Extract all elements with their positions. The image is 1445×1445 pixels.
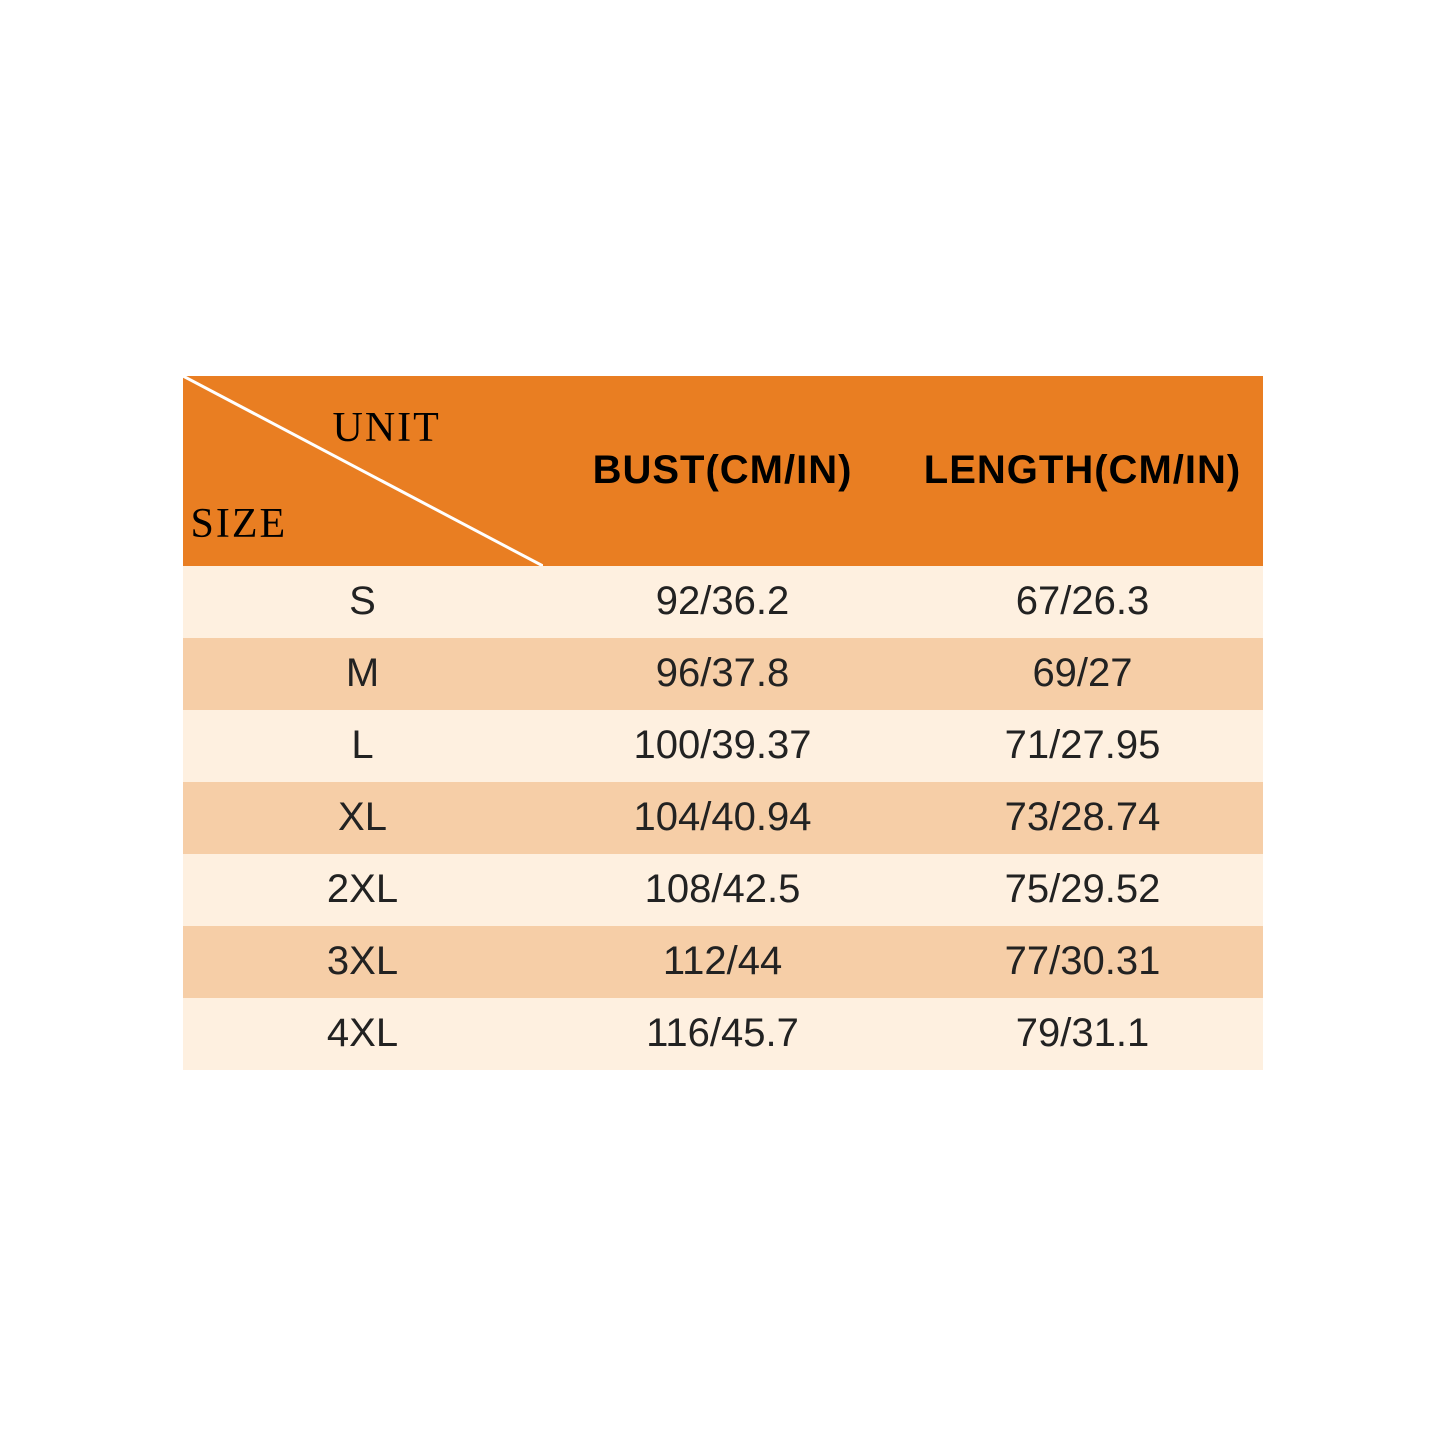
cell-length: 79/31.1 — [903, 998, 1263, 1070]
table-header-row: UNIT SIZE BUST(CM/IN) LENGTH(CM/IN) — [183, 376, 1263, 566]
header-diagonal-cell: UNIT SIZE — [183, 376, 543, 566]
cell-bust: 100/39.37 — [543, 710, 903, 782]
cell-bust: 104/40.94 — [543, 782, 903, 854]
cell-length: 71/27.95 — [903, 710, 1263, 782]
cell-size: 3XL — [183, 926, 543, 998]
table-row: XL 104/40.94 73/28.74 — [183, 782, 1263, 854]
table-row: 3XL 112/44 77/30.31 — [183, 926, 1263, 998]
cell-size: L — [183, 710, 543, 782]
table-row: M 96/37.8 69/27 — [183, 638, 1263, 710]
cell-size: XL — [183, 782, 543, 854]
cell-bust: 112/44 — [543, 926, 903, 998]
cell-bust: 116/45.7 — [543, 998, 903, 1070]
cell-bust: 96/37.8 — [543, 638, 903, 710]
cell-length: 75/29.52 — [903, 854, 1263, 926]
cell-bust: 92/36.2 — [543, 566, 903, 638]
table-row: 4XL 116/45.7 79/31.1 — [183, 998, 1263, 1070]
cell-length: 67/26.3 — [903, 566, 1263, 638]
cell-size: S — [183, 566, 543, 638]
cell-size: 2XL — [183, 854, 543, 926]
header-length: LENGTH(CM/IN) — [903, 376, 1263, 566]
table-row: L 100/39.37 71/27.95 — [183, 710, 1263, 782]
cell-size: 4XL — [183, 998, 543, 1070]
table-row: 2XL 108/42.5 75/29.52 — [183, 854, 1263, 926]
header-unit-label: UNIT — [333, 404, 441, 452]
cell-bust: 108/42.5 — [543, 854, 903, 926]
header-bust: BUST(CM/IN) — [543, 376, 903, 566]
cell-length: 73/28.74 — [903, 782, 1263, 854]
cell-length: 69/27 — [903, 638, 1263, 710]
cell-size: M — [183, 638, 543, 710]
table-row: S 92/36.2 67/26.3 — [183, 566, 1263, 638]
size-chart-table: UNIT SIZE BUST(CM/IN) LENGTH(CM/IN) S 92… — [183, 376, 1263, 1070]
header-size-label: SIZE — [191, 500, 288, 548]
cell-length: 77/30.31 — [903, 926, 1263, 998]
